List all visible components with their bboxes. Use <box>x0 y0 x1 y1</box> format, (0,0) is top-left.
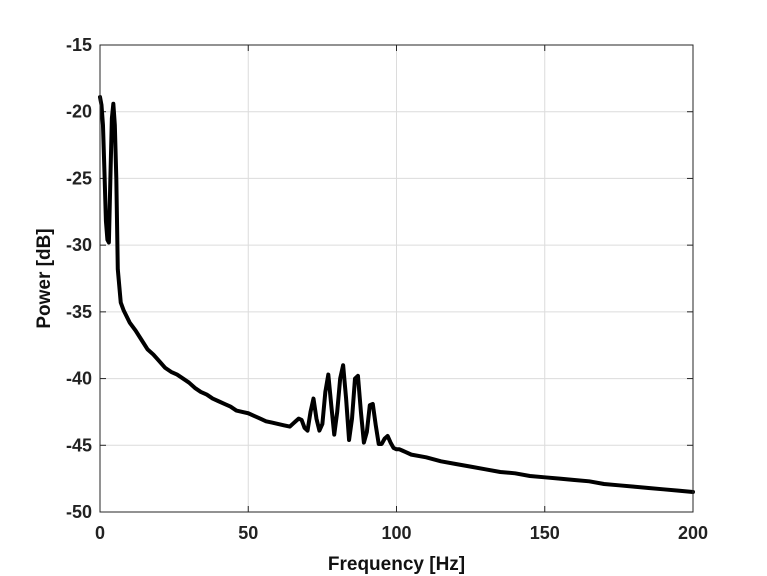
y-tick-label: -20 <box>66 102 92 122</box>
y-tick-label: -35 <box>66 302 92 322</box>
y-axis-ticks: -50 -45 -40 -35 -30 -25 -20 -15 <box>66 35 693 522</box>
y-tick-label: -25 <box>66 168 92 188</box>
axes-box <box>99 44 694 513</box>
y-axis-label: Power [dB] <box>34 228 55 328</box>
y-tick-label: -30 <box>66 235 92 255</box>
y-tick-label: -15 <box>66 35 92 55</box>
y-tick-label: -50 <box>66 502 92 522</box>
y-tick-label: -45 <box>66 435 92 455</box>
power-series-line <box>98 95 695 494</box>
y-tick-label: -40 <box>66 369 92 389</box>
x-axis-label: Frequency [Hz] <box>328 554 465 575</box>
x-axis-ticks: 0 50 100 150 200 <box>95 45 708 543</box>
x-tick-label: 200 <box>678 523 708 543</box>
grid <box>99 44 694 513</box>
x-tick-label: 150 <box>530 523 560 543</box>
x-tick-label: 100 <box>381 523 411 543</box>
x-tick-label: 50 <box>238 523 258 543</box>
x-tick-label: 0 <box>95 523 105 543</box>
